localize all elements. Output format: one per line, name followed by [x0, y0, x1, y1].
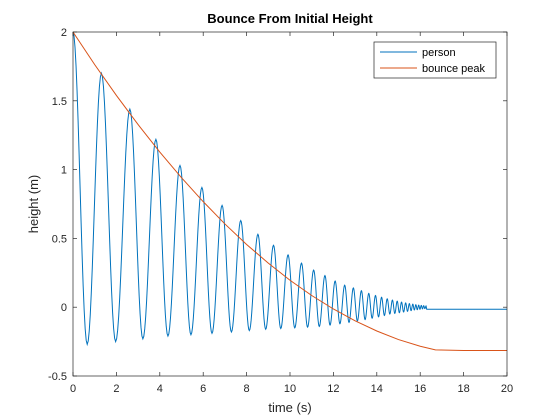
- legend-label-person: person: [422, 47, 456, 59]
- x-tick-label: 20: [501, 383, 513, 395]
- series-layer: [72, 31, 507, 352]
- legend: person bounce peak: [373, 41, 497, 79]
- axes-layer: 0 2 4 6 8 10 12 14 16 18 20-0.500.511.52: [48, 27, 513, 395]
- x-tick-label: 8: [244, 383, 250, 395]
- y-tick-label: -0.5: [48, 371, 67, 383]
- x-axis-label: time (s): [268, 400, 311, 415]
- y-tick-label: 1.5: [52, 96, 67, 108]
- x-tick-label: 18: [457, 383, 469, 395]
- x-tick-label: 12: [327, 383, 339, 395]
- plot-area: [73, 32, 507, 376]
- y-tick-label: 1: [61, 165, 67, 177]
- x-tick-label: 10: [284, 383, 296, 395]
- chart-title: Bounce From Initial Height: [207, 11, 373, 26]
- y-tick-label: 0.5: [52, 233, 67, 245]
- legend-box: [373, 41, 497, 79]
- x-tick-label: 2: [113, 383, 119, 395]
- x-tick-label: 0: [70, 383, 76, 395]
- y-tick-label: 2: [61, 27, 67, 39]
- x-tick-label: 14: [371, 383, 383, 395]
- x-tick-label: 6: [200, 383, 206, 395]
- series-line-bounce-peak: [72, 31, 507, 352]
- y-tick-label: 0: [61, 302, 67, 314]
- series-line-person: [72, 31, 507, 347]
- x-tick-label: 4: [157, 383, 163, 395]
- x-tick-label: 16: [414, 383, 426, 395]
- legend-label-bounce-peak: bounce peak: [422, 63, 485, 75]
- y-axis-label: height (m): [26, 175, 41, 234]
